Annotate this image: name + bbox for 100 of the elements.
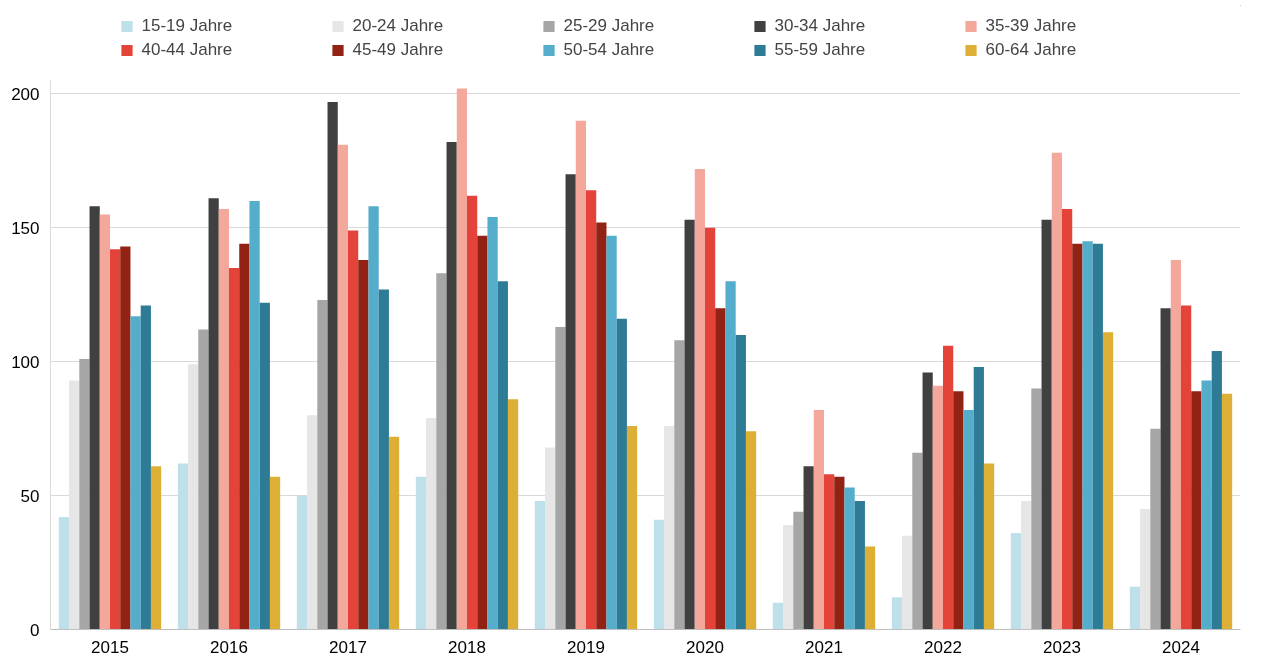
bar (902, 535, 913, 630)
legend-label: 40-44 Jahre (141, 39, 234, 60)
bar (1140, 508, 1151, 630)
bar (1160, 308, 1171, 630)
bar (1150, 428, 1161, 630)
bar (99, 214, 110, 630)
bar (120, 246, 131, 630)
bar (912, 452, 923, 630)
x-tick-label: 2020 (686, 637, 724, 657)
bar (586, 190, 597, 630)
legend-label: 45-49 Jahre (352, 39, 445, 60)
bar (1181, 305, 1192, 630)
legend-label: 25-29 Jahre (563, 15, 656, 36)
bar (674, 340, 685, 630)
bar (1051, 152, 1062, 630)
bar (456, 88, 467, 630)
bar (110, 249, 121, 630)
bar (922, 372, 933, 630)
bar (1031, 388, 1042, 630)
bar (772, 602, 784, 630)
bar (684, 219, 695, 630)
bar (269, 476, 281, 630)
bar (436, 273, 447, 630)
bar (1221, 393, 1233, 630)
bar (864, 546, 876, 630)
bar (725, 281, 736, 630)
bar (653, 519, 665, 630)
y-tick-label: 50 (20, 486, 40, 506)
bar (337, 144, 348, 630)
bar (555, 326, 566, 630)
bar (177, 463, 189, 630)
x-tick-label: 2019 (567, 637, 605, 657)
bar (715, 308, 726, 630)
bar (208, 198, 219, 630)
bar (854, 500, 865, 630)
x-tick-label: 2022 (924, 637, 962, 657)
bar (616, 318, 627, 630)
x-tick-label: 2017 (329, 637, 367, 657)
bar (545, 447, 556, 630)
bar (813, 409, 824, 630)
bar (1191, 391, 1202, 630)
bar (140, 305, 151, 630)
bar (415, 476, 427, 630)
bar (507, 399, 519, 630)
legend-label: 50-54 Jahre (563, 39, 656, 60)
bar (803, 466, 814, 630)
bar (1082, 241, 1093, 630)
y-tick-label: 150 (11, 218, 40, 238)
bar (1092, 243, 1103, 630)
bar (626, 425, 638, 630)
y-tick-label: 200 (11, 84, 40, 104)
bar (705, 227, 716, 630)
bar (150, 466, 162, 630)
bar (487, 217, 498, 630)
bar (1211, 350, 1222, 630)
bar (317, 300, 328, 630)
bar (218, 209, 229, 630)
legend-label: 55-59 Jahre (774, 39, 867, 60)
bar (307, 415, 318, 630)
legend-label: 15-19 Jahre (141, 15, 234, 36)
bar (239, 243, 250, 630)
bar (735, 334, 746, 630)
bar (188, 364, 199, 630)
bar (891, 597, 903, 630)
bar (844, 487, 855, 630)
bar (824, 474, 835, 630)
bar (973, 367, 984, 630)
bar (745, 431, 757, 630)
bar (565, 174, 576, 630)
bar (1010, 533, 1022, 630)
legend-label: 60-64 Jahre (985, 39, 1078, 60)
bar (259, 302, 270, 630)
bar (983, 463, 995, 630)
bar (1129, 586, 1141, 630)
bar (606, 235, 617, 630)
y-tick-label: 0 (30, 620, 40, 640)
x-tick-label: 2021 (805, 637, 843, 657)
bar (388, 436, 400, 630)
bar (446, 142, 457, 630)
bar (130, 316, 141, 630)
bar (596, 222, 607, 630)
x-tick-label: 2015 (91, 637, 129, 657)
bar (249, 201, 260, 630)
bar (296, 495, 308, 630)
bar (1062, 209, 1073, 630)
bar (477, 235, 488, 630)
bar (664, 425, 675, 630)
bar (426, 417, 437, 630)
bar (1102, 332, 1114, 630)
bar (953, 391, 964, 630)
bar (378, 289, 389, 630)
bar (467, 195, 478, 630)
legend-label: 35-39 Jahre (985, 15, 1078, 36)
bar (1021, 500, 1032, 630)
bar (1170, 259, 1181, 630)
bar (932, 385, 943, 630)
bar (497, 281, 508, 630)
bar (963, 409, 974, 630)
x-tick-label: 2016 (210, 637, 248, 657)
bar (534, 500, 546, 630)
